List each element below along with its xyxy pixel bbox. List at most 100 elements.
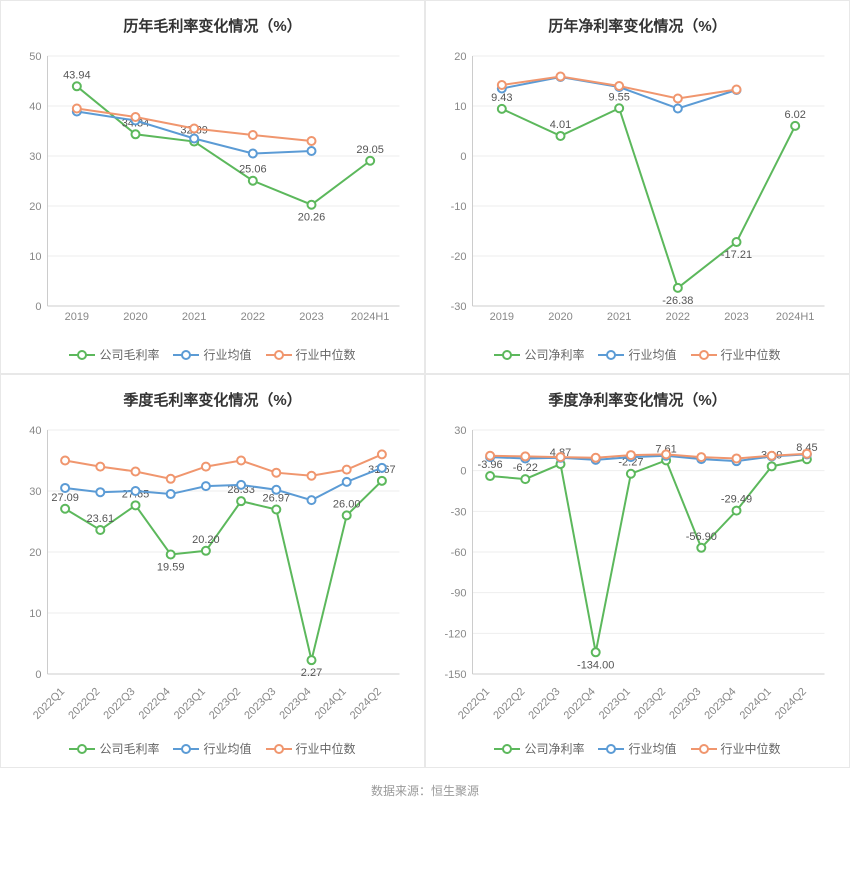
legend-item: 行业中位数 [691,346,781,363]
chart-legend: 公司毛利率行业均值 行业中位数 [5,740,420,757]
svg-text:-150: -150 [444,669,466,681]
chart-grid: 历年毛利率变化情况（%） 010203040502019202020212022… [0,0,850,768]
svg-text:2023Q1: 2023Q1 [597,686,633,722]
legend-label: 行业中位数 [721,740,781,757]
svg-text:2023Q3: 2023Q3 [242,686,278,722]
svg-text:20: 20 [29,201,41,213]
legend-label: 行业均值 [203,346,251,363]
chart-svg-quarterly-net: -150-120-90-60-300302022Q12022Q22022Q320… [430,420,845,730]
svg-text:40: 40 [29,101,41,113]
legend-label: 公司毛利率 [99,346,159,363]
legend-marker-icon [173,743,199,755]
legend-marker-icon [691,743,717,755]
svg-text:20: 20 [29,547,41,559]
svg-text:2022Q2: 2022Q2 [66,686,102,722]
svg-text:2024Q2: 2024Q2 [773,686,809,722]
legend-marker-icon [69,743,95,755]
legend-label: 行业中位数 [296,740,356,757]
svg-text:10: 10 [29,608,41,620]
svg-text:2022Q1: 2022Q1 [31,686,67,722]
legend-item: 行业中位数 [691,740,781,757]
chart-legend: 公司毛利率 行业均值 行业中位数 [5,346,420,363]
chart-svg-annual-net: -30-20-1001020201920202021202220232024H1… [430,46,845,336]
svg-text:20.26: 20.26 [298,212,326,224]
svg-text:6.02: 6.02 [784,109,805,121]
svg-text:-120: -120 [444,628,466,640]
legend-item: 公司净利率 [494,740,584,757]
legend-marker-icon [598,349,624,361]
svg-text:2021: 2021 [182,311,206,323]
chart-title: 历年净利率变化情况（%） [430,15,845,36]
svg-text:9.43: 9.43 [491,92,512,104]
chart-title: 历年毛利率变化情况（%） [5,15,420,36]
chart-annual-gross: 历年毛利率变化情况（%） 010203040502019202020212022… [0,0,425,374]
svg-text:2023: 2023 [724,311,748,323]
svg-text:0: 0 [35,301,41,313]
svg-text:-26.38: -26.38 [662,295,693,307]
legend-marker-icon [266,349,292,361]
chart-svg-quarterly-gross: 0102030402022Q12022Q22022Q32022Q42023Q12… [5,420,420,730]
chart-title: 季度净利率变化情况（%） [430,389,845,410]
svg-text:-56.90: -56.90 [686,531,717,543]
svg-text:0: 0 [460,151,466,163]
svg-text:2020: 2020 [548,311,572,323]
legend-marker-icon [266,743,292,755]
svg-text:2023Q4: 2023Q4 [702,686,738,722]
chart-annual-net: 历年净利率变化情况（%） -30-20-10010202019202020212… [425,0,850,374]
svg-text:-30: -30 [451,301,467,313]
svg-text:-134.00: -134.00 [577,659,614,671]
svg-text:-10: -10 [451,201,467,213]
svg-text:2.27: 2.27 [301,667,322,679]
svg-text:2024Q2: 2024Q2 [348,686,384,722]
legend-label: 行业中位数 [721,346,781,363]
svg-text:2022Q3: 2022Q3 [526,686,562,722]
svg-text:20: 20 [454,51,466,63]
legend-item: 公司净利率 [494,346,584,363]
svg-text:30: 30 [29,151,41,163]
svg-text:19.59: 19.59 [157,562,185,574]
svg-text:2024Q1: 2024Q1 [313,686,349,722]
svg-text:-6.22: -6.22 [513,462,538,474]
svg-text:2022Q1: 2022Q1 [456,686,492,722]
legend-label: 公司净利率 [524,740,584,757]
legend-marker-icon [494,349,520,361]
legend-item: 行业均值 [173,346,251,363]
svg-text:40: 40 [29,425,41,437]
svg-text:0: 0 [460,466,466,478]
legend-marker-icon [173,349,199,361]
svg-text:-20: -20 [451,251,467,263]
data-source-text: 数据来源：恒生聚源 [0,782,850,799]
svg-text:30: 30 [29,486,41,498]
svg-text:4.01: 4.01 [550,119,571,131]
svg-text:2023Q4: 2023Q4 [277,686,313,722]
svg-text:2022Q4: 2022Q4 [562,686,598,722]
svg-text:2022Q3: 2022Q3 [101,686,137,722]
legend-marker-icon [69,349,95,361]
svg-text:2022: 2022 [666,311,690,323]
svg-text:27.09: 27.09 [51,492,79,504]
legend-label: 行业中位数 [296,346,356,363]
chart-legend: 公司净利率行业均值 行业中位数 [430,740,845,757]
legend-item: 行业均值 [173,740,251,757]
svg-text:-17.21: -17.21 [721,249,752,261]
svg-text:2023: 2023 [299,311,323,323]
svg-text:2023Q3: 2023Q3 [667,686,703,722]
legend-label: 公司净利率 [524,346,584,363]
svg-text:-90: -90 [451,588,467,600]
svg-text:43.94: 43.94 [63,69,91,81]
svg-text:2022Q4: 2022Q4 [137,686,173,722]
chart-title: 季度毛利率变化情况（%） [5,389,420,410]
legend-label: 公司毛利率 [99,740,159,757]
chart-svg-annual-gross: 01020304050201920202021202220232024H143.… [5,46,420,336]
svg-text:2024Q1: 2024Q1 [738,686,774,722]
svg-text:10: 10 [29,251,41,263]
legend-marker-icon [494,743,520,755]
legend-item: 公司毛利率 [69,740,159,757]
legend-item: 行业均值 [598,740,676,757]
chart-legend: 公司净利率行业均值行业中位数 [430,346,845,363]
legend-item: 行业中位数 [266,740,356,757]
svg-text:10: 10 [454,101,466,113]
svg-text:2022: 2022 [241,311,265,323]
svg-text:-30: -30 [451,506,467,518]
svg-text:-29.49: -29.49 [721,494,752,506]
